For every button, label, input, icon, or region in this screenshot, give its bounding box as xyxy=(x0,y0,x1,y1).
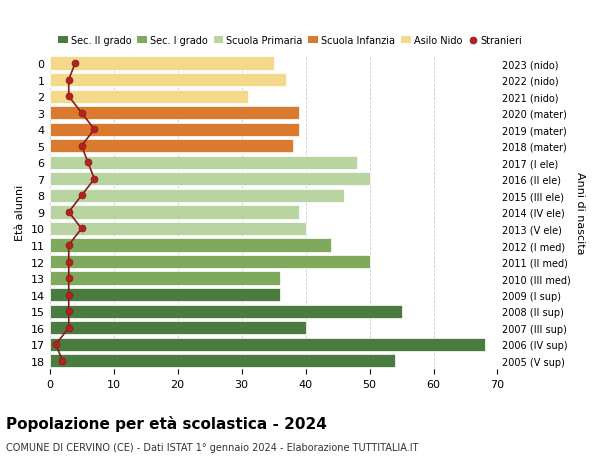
Point xyxy=(58,358,67,365)
Point xyxy=(70,60,80,67)
Text: COMUNE DI CERVINO (CE) - Dati ISTAT 1° gennaio 2024 - Elaborazione TUTTITALIA.IT: COMUNE DI CERVINO (CE) - Dati ISTAT 1° g… xyxy=(6,442,419,452)
Bar xyxy=(50,90,248,104)
Bar xyxy=(50,123,299,137)
Point xyxy=(64,242,74,249)
Point xyxy=(64,308,74,315)
Bar xyxy=(50,305,401,318)
Point xyxy=(64,325,74,332)
Point xyxy=(51,341,61,348)
Bar xyxy=(50,107,299,120)
Point xyxy=(64,275,74,282)
Bar xyxy=(50,239,331,252)
Bar xyxy=(50,57,274,71)
Bar xyxy=(50,206,299,219)
Bar xyxy=(50,255,370,269)
Bar xyxy=(50,157,357,169)
Bar xyxy=(50,74,286,87)
Point xyxy=(77,110,86,117)
Point xyxy=(64,291,74,299)
Bar xyxy=(50,354,395,368)
Bar xyxy=(50,272,280,285)
Point xyxy=(64,258,74,266)
Point xyxy=(64,77,74,84)
Bar xyxy=(50,288,280,302)
Point xyxy=(83,159,93,167)
Point xyxy=(77,225,86,233)
Legend: Sec. II grado, Sec. I grado, Scuola Primaria, Scuola Infanzia, Asilo Nido, Stran: Sec. II grado, Sec. I grado, Scuola Prim… xyxy=(55,32,526,50)
Bar xyxy=(50,338,485,351)
Point xyxy=(77,192,86,200)
Point xyxy=(89,126,99,134)
Y-axis label: Anni di nascita: Anni di nascita xyxy=(575,171,585,254)
Point xyxy=(64,93,74,101)
Y-axis label: Età alunni: Età alunni xyxy=(15,185,25,241)
Point xyxy=(89,176,99,183)
Point xyxy=(77,143,86,150)
Bar xyxy=(50,173,370,186)
Bar xyxy=(50,223,305,235)
Text: Popolazione per età scolastica - 2024: Popolazione per età scolastica - 2024 xyxy=(6,415,327,431)
Bar xyxy=(50,140,293,153)
Point xyxy=(64,209,74,216)
Bar xyxy=(50,321,305,335)
Bar xyxy=(50,190,344,202)
